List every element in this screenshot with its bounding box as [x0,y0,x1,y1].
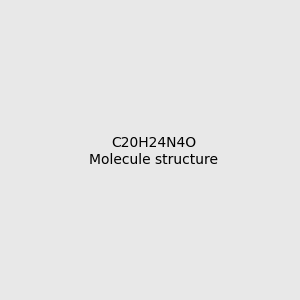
Text: C20H24N4O
Molecule structure: C20H24N4O Molecule structure [89,136,218,166]
